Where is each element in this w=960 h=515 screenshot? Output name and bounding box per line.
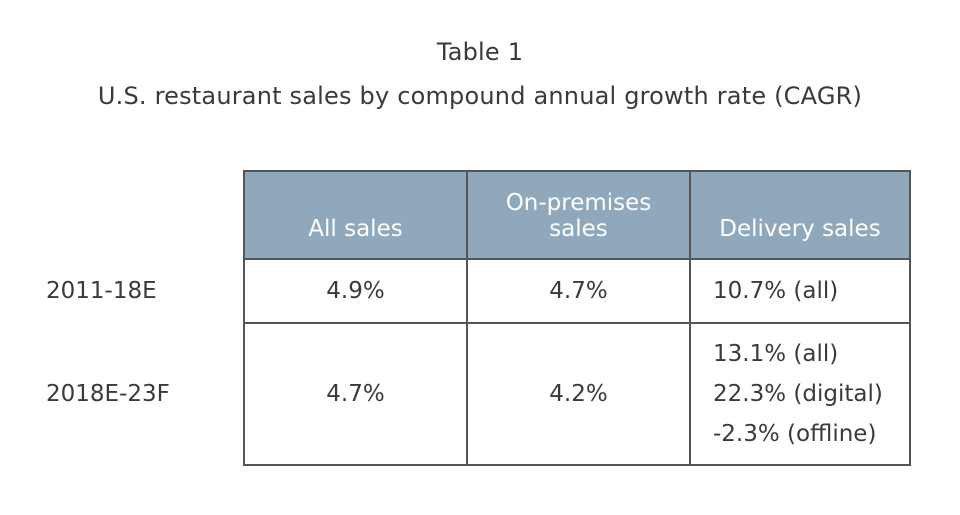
table-title: U.S. restaurant sales by compound annual… — [97, 82, 863, 110]
cell-all-sales: 4.9% — [243, 258, 468, 324]
cell-delivery-line: 22.3% (digital) — [713, 381, 883, 407]
table-number: Table 1 — [436, 38, 524, 66]
header-on-premises-line1: On-premises — [505, 190, 652, 216]
row-label: 2011-18E — [46, 278, 157, 304]
header-on-premises-line2: sales — [549, 216, 608, 242]
header-all-sales-label: All sales — [308, 216, 403, 242]
header-all-sales: All sales — [243, 170, 468, 260]
header-delivery-sales-label: Delivery sales — [719, 216, 881, 242]
table-row: 2018E-23F 4.7% 4.2% 13.1% (all) 22.3% (d… — [0, 322, 911, 466]
header-corner — [0, 171, 244, 259]
cell-on-premises: 4.7% — [466, 258, 691, 324]
cell-all-sales: 4.7% — [243, 322, 468, 466]
header-on-premises-sales: On-premises sales — [466, 170, 691, 260]
cell-delivery-line: 13.1% (all) — [713, 341, 839, 367]
table-row: 2011-18E 4.9% 4.7% 10.7% (all) — [0, 258, 911, 324]
cell-delivery: 10.7% (all) — [689, 258, 911, 324]
cell-delivery-line: -2.3% (offline) — [713, 421, 877, 447]
header-row: All sales On-premises sales Delivery sal… — [0, 170, 911, 260]
cagr-table: All sales On-premises sales Delivery sal… — [0, 170, 911, 466]
cell-on-premises: 4.2% — [466, 322, 691, 466]
header-delivery-sales: Delivery sales — [689, 170, 911, 260]
cell-delivery-line: 10.7% (all) — [713, 278, 839, 304]
cell-delivery: 13.1% (all) 22.3% (digital) -2.3% (offli… — [689, 322, 911, 466]
row-label: 2018E-23F — [46, 381, 170, 407]
